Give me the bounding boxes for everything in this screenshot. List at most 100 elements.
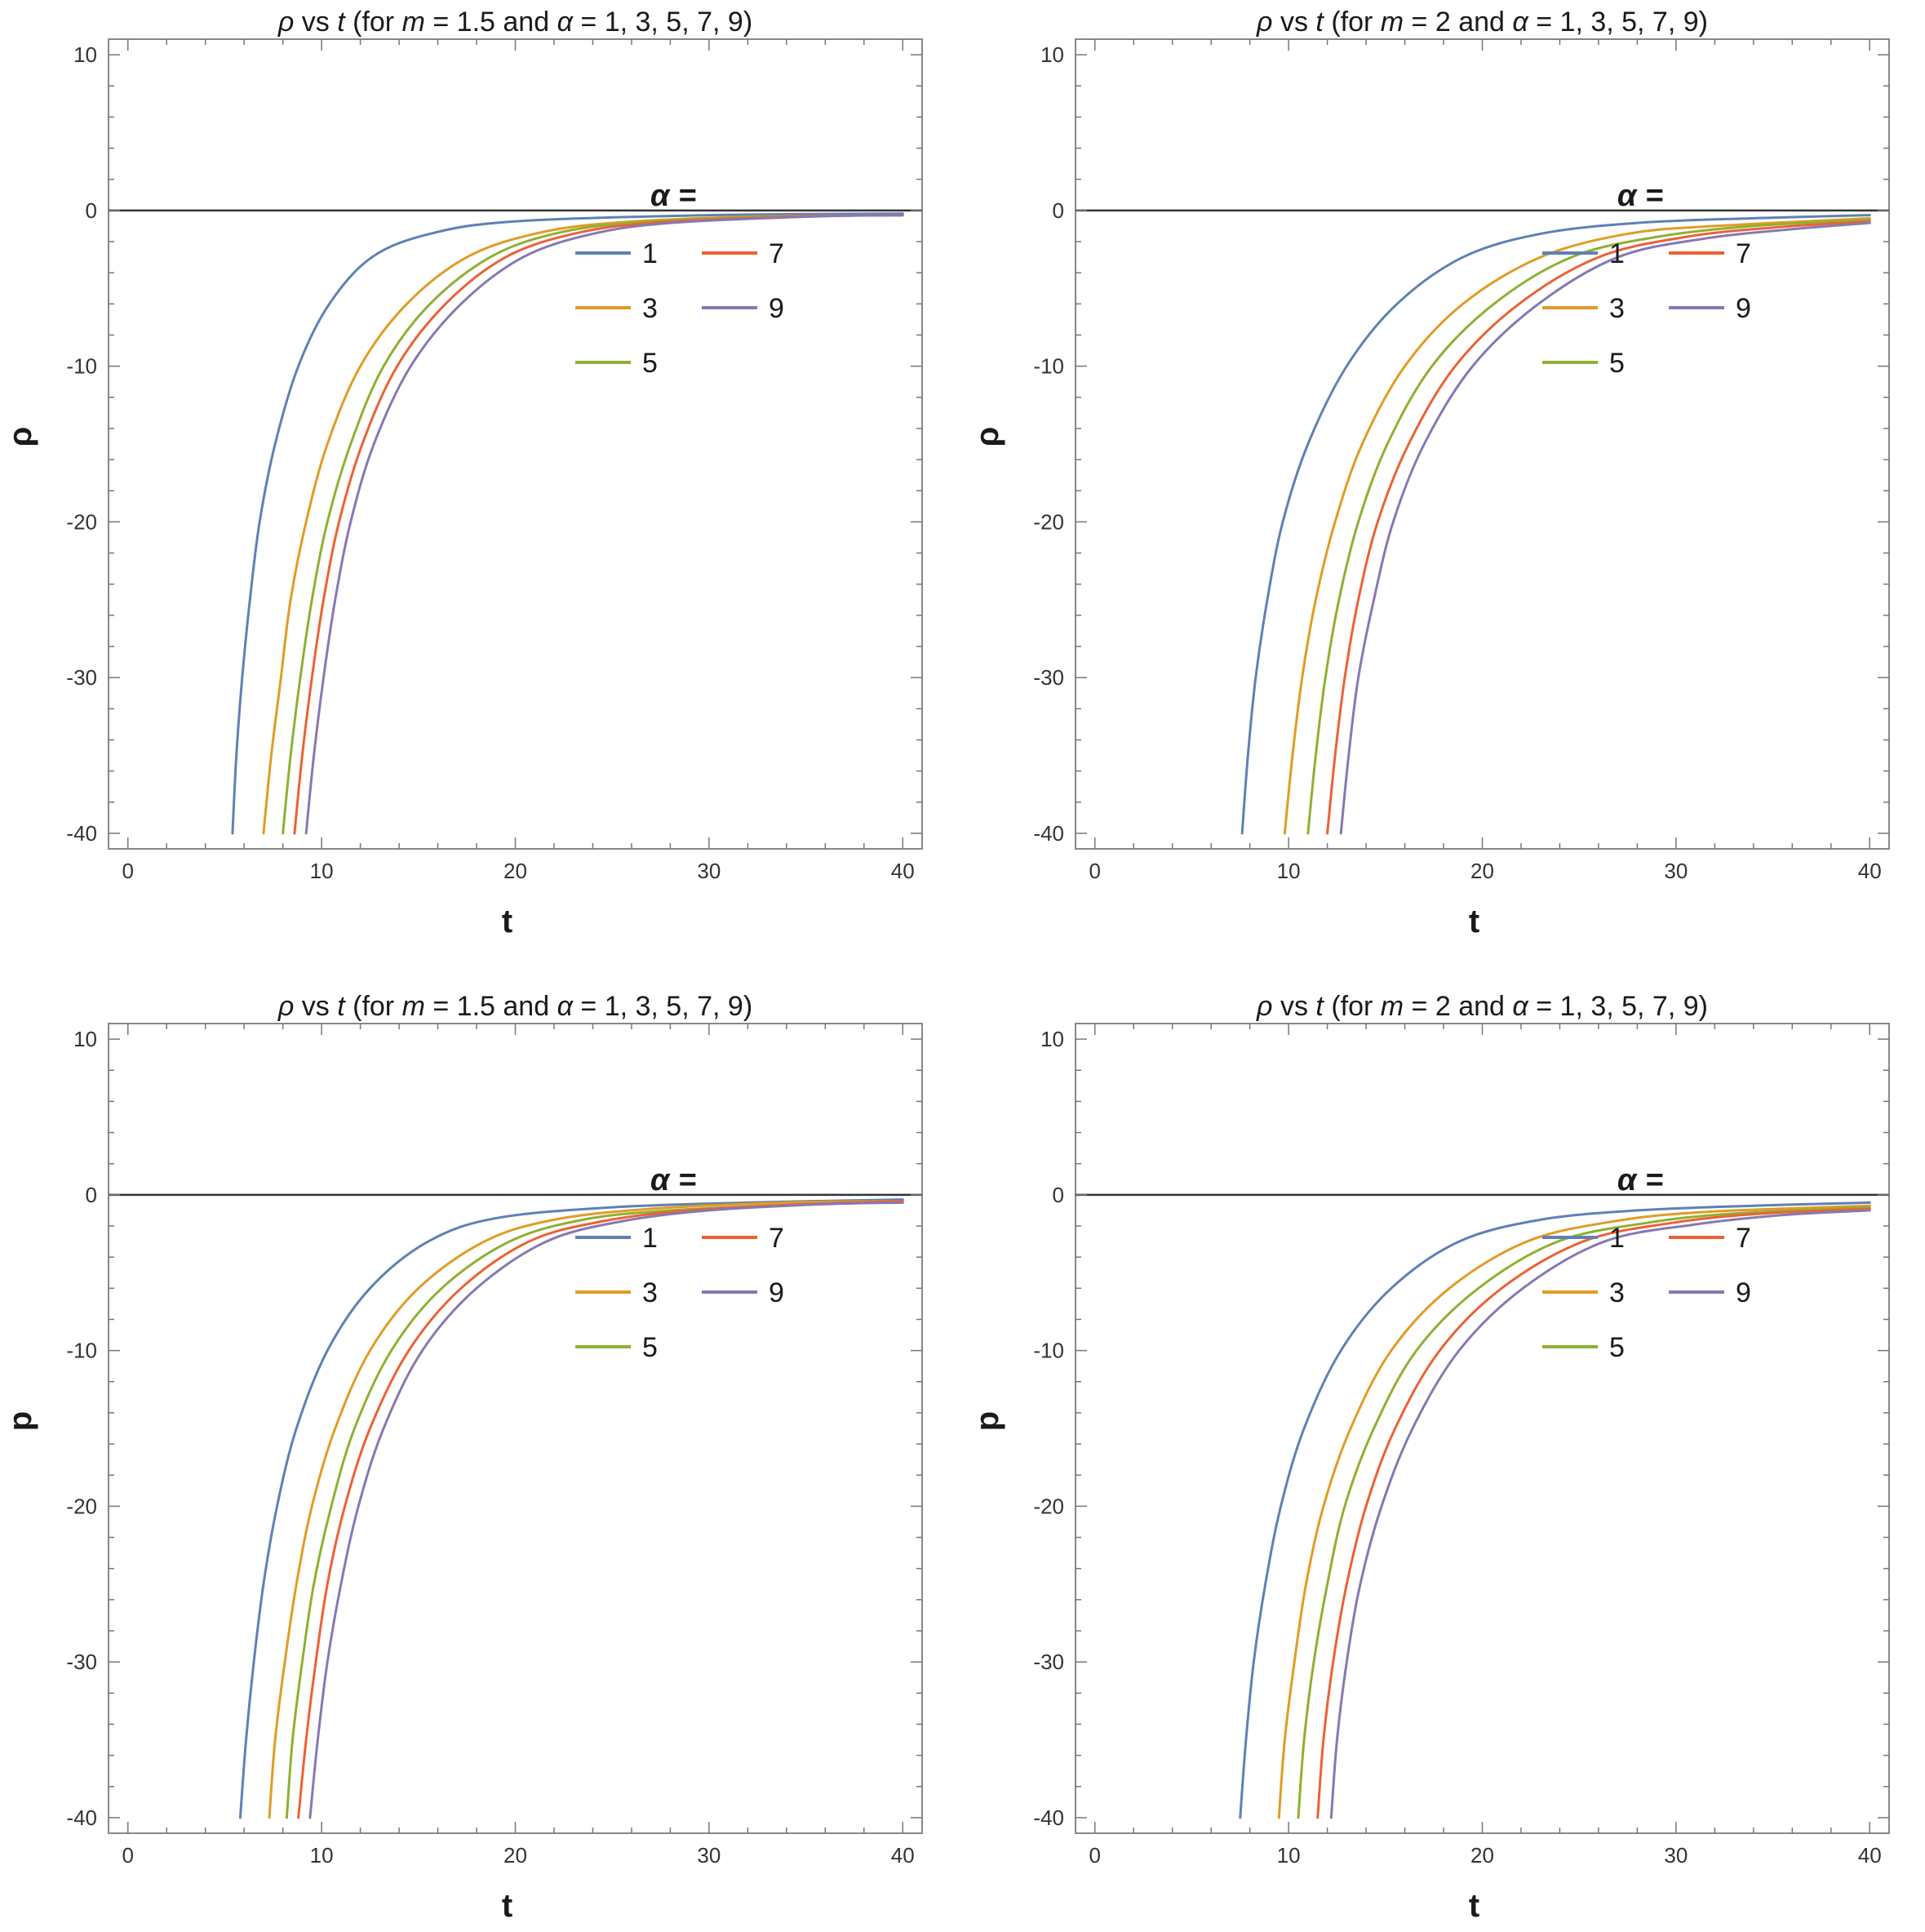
chart-title-part: = 2 and	[1404, 991, 1512, 1022]
x-tick-label: 0	[122, 859, 134, 883]
y-tick-label: -30	[66, 665, 97, 690]
series-line-alpha-5	[1306, 218, 1871, 835]
y-tick-label: -30	[1033, 1650, 1064, 1674]
x-axis-label: t	[1469, 1888, 1479, 1924]
chart-title-part: t	[337, 991, 346, 1022]
legend-label: 7	[1736, 1223, 1751, 1254]
chart-title-part: ρ	[277, 7, 294, 38]
series-line-alpha-5	[285, 1199, 904, 1819]
y-tick-label: 0	[1053, 1183, 1064, 1207]
x-tick-label: 0	[122, 1843, 134, 1868]
plot-frame	[1075, 1023, 1890, 1834]
chart-title: ρ vs t (for m = 1.5 and α = 1, 3, 5, 7, …	[277, 991, 752, 1022]
legend-label: 5	[642, 1332, 658, 1363]
x-tick-label: 10	[310, 859, 334, 883]
legend-label: 7	[769, 238, 784, 269]
y-tick-label: 10	[1040, 1027, 1064, 1051]
chart-title-part: t	[1315, 7, 1324, 38]
chart-title-part: vs	[294, 7, 337, 38]
legend-label: 3	[1609, 1277, 1625, 1308]
y-axis-label: ρ	[969, 427, 1005, 447]
chart-title-part: α	[557, 991, 574, 1022]
chart-title-part: t	[1315, 991, 1324, 1022]
chart-title-part: ρ	[1256, 991, 1272, 1022]
y-tick-label: -10	[1033, 354, 1064, 379]
chart-panel-1: ρ vs t (for m = 1.5 and α = 1, 3, 5, 7, …	[2, 7, 923, 939]
series-group	[1239, 1201, 1871, 1819]
chart-title-part: t	[337, 7, 346, 38]
y-tick-label: -30	[66, 1650, 97, 1674]
legend: α = 1 3 5 7 9	[575, 179, 784, 379]
x-axis-label: t	[502, 1888, 512, 1924]
chart-panel-2: ρ vs t (for m = 2 and α = 1, 3, 5, 7, 9)…	[969, 7, 1890, 939]
legend-label: 5	[1609, 1332, 1625, 1363]
y-tick-label: 10	[73, 42, 97, 67]
chart-title: ρ vs t (for m = 2 and α = 1, 3, 5, 7, 9)	[1256, 7, 1708, 38]
y-tick-label: -40	[66, 1805, 97, 1830]
chart-title-part: m	[402, 7, 425, 38]
legend-label: 3	[642, 293, 658, 324]
chart-title-part: m	[1381, 7, 1404, 38]
y-tick-label: -30	[1033, 665, 1064, 690]
series-line-alpha-7	[293, 214, 904, 835]
chart-title-part: = 2 and	[1404, 7, 1512, 38]
legend: α = 1 3 5 7 9	[1542, 1163, 1751, 1363]
x-tick-label: 30	[697, 859, 721, 883]
legend-label: 1	[642, 238, 658, 269]
chart-panel-3: ρ vs t (for m = 1.5 and α = 1, 3, 5, 7, …	[2, 991, 923, 1924]
x-tick-label: 40	[891, 859, 915, 883]
y-tick-label: 0	[1053, 198, 1064, 223]
legend-title: α =	[650, 1163, 696, 1197]
series-line-alpha-7	[1326, 220, 1871, 835]
legend-label: 9	[769, 1277, 784, 1308]
series-line-alpha-1	[231, 212, 904, 835]
chart-title-part: vs	[1273, 7, 1316, 38]
legend-label: 7	[769, 1223, 784, 1254]
chart-title-part: α	[557, 7, 574, 38]
series-line-alpha-9	[1329, 1209, 1871, 1819]
series-line-alpha-3	[1283, 216, 1871, 835]
x-axis-label: t	[502, 904, 512, 939]
chart-title-part: = 1.5 and	[425, 991, 557, 1022]
series-line-alpha-9	[308, 1201, 904, 1819]
x-tick-label: 10	[310, 1843, 334, 1868]
chart-title-part: ρ	[1256, 7, 1272, 38]
series-line-alpha-3	[1277, 1204, 1871, 1819]
legend-label: 1	[1609, 238, 1625, 269]
series-line-alpha-5	[1297, 1206, 1871, 1819]
y-tick-label: -20	[1033, 1494, 1064, 1518]
series-line-alpha-1	[1240, 214, 1871, 835]
plot-frame	[108, 38, 923, 850]
chart-title-part: = 1, 3, 5, 7, 9)	[1528, 991, 1708, 1022]
legend-title: α =	[1617, 179, 1663, 213]
chart-title-part: α	[1512, 991, 1529, 1022]
chart-title-part: m	[402, 991, 425, 1022]
legend-label: 1	[1609, 1223, 1625, 1254]
chart-title-part: vs	[1273, 991, 1316, 1022]
y-tick-label: -20	[1033, 509, 1064, 534]
x-axis-label: t	[1469, 904, 1479, 939]
chart-title-part: (for	[1324, 991, 1381, 1022]
y-tick-label: -20	[66, 509, 97, 534]
y-tick-label: -40	[1033, 821, 1064, 846]
chart-title-part: (for	[345, 991, 402, 1022]
chart-title: ρ vs t (for m = 2 and α = 1, 3, 5, 7, 9)	[1256, 991, 1708, 1022]
y-axis-label: p	[969, 1411, 1005, 1431]
plot-frame	[1075, 38, 1890, 850]
series-line-alpha-9	[1339, 221, 1871, 835]
series-line-alpha-7	[297, 1199, 904, 1819]
legend-label: 7	[1736, 238, 1751, 269]
legend-label: 3	[642, 1277, 658, 1308]
legend-title: α =	[1617, 1163, 1663, 1197]
y-tick-label: 10	[1040, 42, 1064, 67]
legend: α = 1 3 5 7 9	[1542, 179, 1751, 379]
x-tick-label: 10	[1277, 859, 1301, 883]
legend-label: 9	[1736, 293, 1751, 324]
chart-title-part: (for	[345, 7, 402, 38]
y-tick-label: 10	[73, 1027, 97, 1051]
legend-title: α =	[650, 179, 696, 213]
y-tick-label: -40	[1033, 1805, 1064, 1830]
x-tick-label: 20	[1470, 859, 1494, 883]
